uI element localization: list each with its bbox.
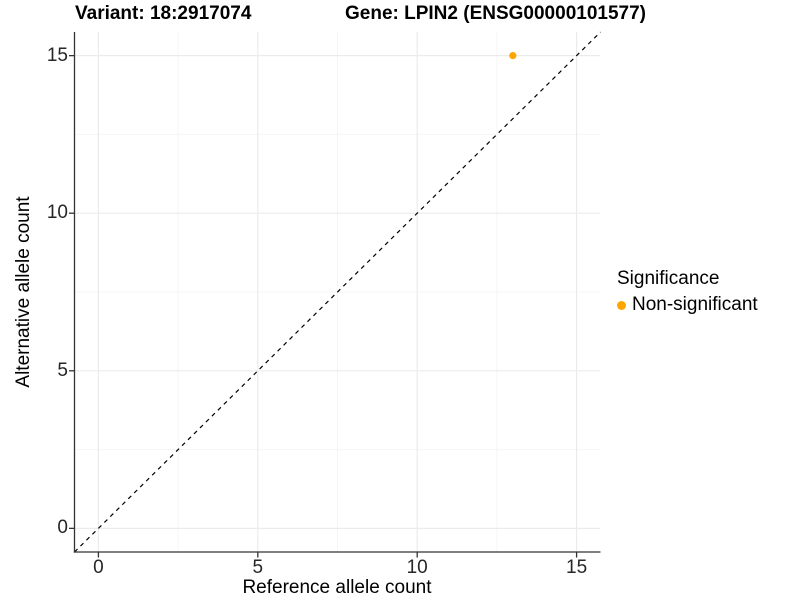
identity-line — [74, 31, 601, 553]
legend-item: Non-significant — [615, 294, 758, 316]
variant-title: Variant: 18:2917074 — [75, 3, 252, 24]
legend-title: Significance — [617, 268, 720, 289]
x-axis-label: Reference allele count — [242, 577, 432, 598]
y-tick-label: 0 — [57, 517, 68, 539]
gene-title: Gene: LPIN2 (ENSG00000101577) — [345, 3, 646, 24]
data-point — [509, 52, 517, 60]
x-tick-label: 0 — [93, 557, 104, 578]
y-tick-label: 15 — [46, 44, 68, 66]
y-tick-label: 10 — [46, 202, 68, 224]
x-tick-label: 15 — [566, 557, 588, 578]
legend-item-label: Non-significant — [632, 294, 758, 315]
x-tick-label: 5 — [252, 557, 264, 578]
y-tick-label: 5 — [57, 359, 68, 381]
x-tick-label: 10 — [406, 557, 428, 578]
legend: Significance Non-significant — [615, 268, 758, 316]
orange-dot-icon — [617, 300, 626, 310]
